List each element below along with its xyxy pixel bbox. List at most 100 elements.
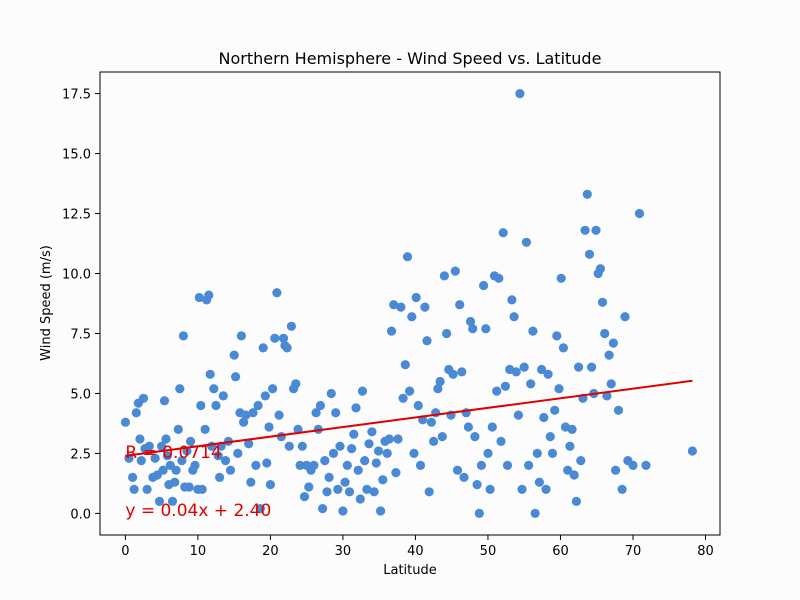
data-point [450,266,460,276]
data-point [584,249,595,259]
data-point [190,460,200,470]
data-point [528,326,538,336]
data-point [196,400,206,411]
data-point [600,328,610,339]
data-point [171,465,181,475]
data-point [530,508,540,518]
data-point [299,492,310,502]
data-point [184,482,194,492]
data-point [253,400,263,411]
data-point [400,360,410,370]
x-axis-ticks: 0 10 20 30 40 50 60 70 80 [121,535,714,559]
data-point [173,424,183,434]
data-point [304,482,314,492]
data-point [378,475,388,485]
data-point [270,333,280,343]
data-point [286,321,296,331]
data-point [135,434,145,444]
data-point [565,441,575,451]
data-point [687,446,698,456]
data-point [407,312,417,322]
data-point [556,273,566,283]
data-point [309,460,319,470]
data-point [131,408,141,418]
data-point [265,480,275,490]
data-point [409,448,419,458]
data-point [459,472,469,482]
data-point [311,408,321,418]
data-point [258,343,268,353]
data-point [272,288,282,298]
x-tick-label: 10 [190,544,207,559]
data-point [386,326,397,336]
data-point [437,432,447,442]
data-point [178,331,188,341]
data-point [167,496,178,506]
data-point [170,477,180,487]
data-point [521,237,532,247]
data-point [500,381,510,391]
data-point [120,417,130,427]
x-tick-label: 0 [121,544,129,559]
data-point [333,484,343,494]
data-point [429,436,439,446]
data-point [465,316,476,327]
data-point [162,451,172,461]
data-point [231,372,241,382]
data-point [186,436,196,446]
data-point [563,465,573,475]
data-point [422,336,432,346]
data-point [244,439,254,449]
y-tick-label: 2.5 [70,447,91,462]
data-point [492,386,502,396]
data-point [582,189,592,199]
data-point [175,384,185,394]
data-point [349,429,359,439]
data-point [159,396,170,406]
data-point [554,384,564,394]
data-point [587,362,597,372]
data-point [246,477,256,487]
data-point [255,504,265,514]
data-point [215,472,225,482]
data-point [347,444,357,454]
data-point [211,400,221,411]
data-point [433,384,443,394]
data-point [526,379,536,389]
data-point [483,448,493,458]
data-point [297,441,307,451]
data-point [295,460,305,470]
data-point [411,292,421,303]
data-point [248,408,258,418]
data-point [597,297,608,307]
data-point [233,448,243,458]
x-tick-label: 70 [625,544,642,559]
data-point [268,384,278,394]
data-point [284,441,294,451]
data-point [150,453,160,463]
data-point [236,331,246,341]
data-point [360,456,370,466]
data-point [209,384,219,394]
data-point [200,424,210,434]
data-point [424,487,434,497]
data-point [543,369,553,379]
data-point [547,448,558,458]
data-point [613,405,624,415]
data-point [509,312,519,322]
x-tick-label: 50 [480,544,497,559]
data-point [218,391,228,401]
data-point [545,432,555,442]
data-point [142,484,152,494]
data-point [537,364,547,375]
data-point [278,333,289,343]
data-point [611,465,621,475]
data-point [472,480,482,490]
regression-line [125,379,693,457]
data-point [513,410,524,420]
y-tick-label: 10.0 [62,268,91,283]
y-tick-label: 0.0 [70,507,91,522]
data-point [541,484,551,494]
data-point [369,487,379,497]
y-axis-ticks: 0.0 2.5 5.0 7.5 10.0 12.5 15.0 17.5 [62,88,100,522]
